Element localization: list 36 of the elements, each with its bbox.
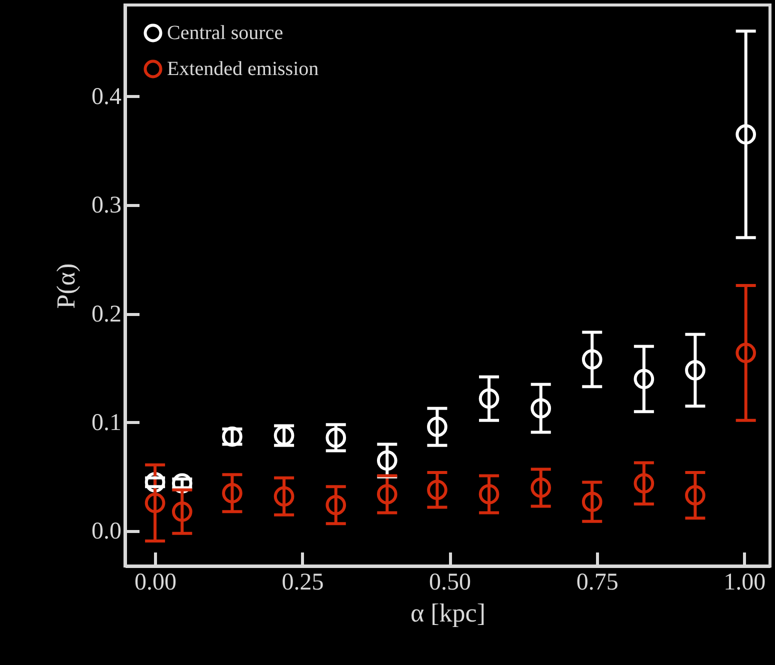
point [376, 484, 398, 504]
point [427, 416, 448, 437]
point [736, 342, 756, 364]
point [222, 483, 242, 504]
y-tick-label: 0.1 [92, 410, 122, 436]
point [478, 388, 500, 409]
point [326, 494, 346, 516]
point [172, 501, 192, 522]
point [582, 492, 602, 512]
point [634, 473, 654, 494]
y-axis-title: P(α) [52, 263, 80, 309]
point [478, 484, 500, 504]
x-tick-label: 0.00 [134, 570, 177, 596]
y-tick-label: 0.4 [92, 84, 122, 110]
legend-label: Extended emission [167, 58, 319, 80]
x-axis-title: α [kpc] [410, 598, 486, 628]
point [144, 492, 166, 514]
point [274, 486, 294, 507]
point [685, 360, 706, 380]
point [685, 485, 706, 506]
x-tick-label: 0.50 [429, 570, 472, 596]
legend-label: Central source [167, 22, 284, 44]
point [736, 124, 756, 145]
x-tick-label: 0.75 [576, 570, 618, 596]
point [326, 428, 346, 448]
x-tick-label: 1.00 [724, 570, 766, 596]
point [634, 368, 654, 390]
point [376, 450, 398, 471]
point [530, 478, 552, 498]
point [427, 480, 448, 500]
point [530, 398, 552, 418]
y-tick-label: 0.3 [92, 192, 122, 219]
x-tick-label: 0.25 [282, 570, 324, 596]
point [582, 349, 602, 370]
y-tick-label: 0.2 [92, 301, 122, 328]
y-tick-label: 0.0 [92, 518, 122, 545]
